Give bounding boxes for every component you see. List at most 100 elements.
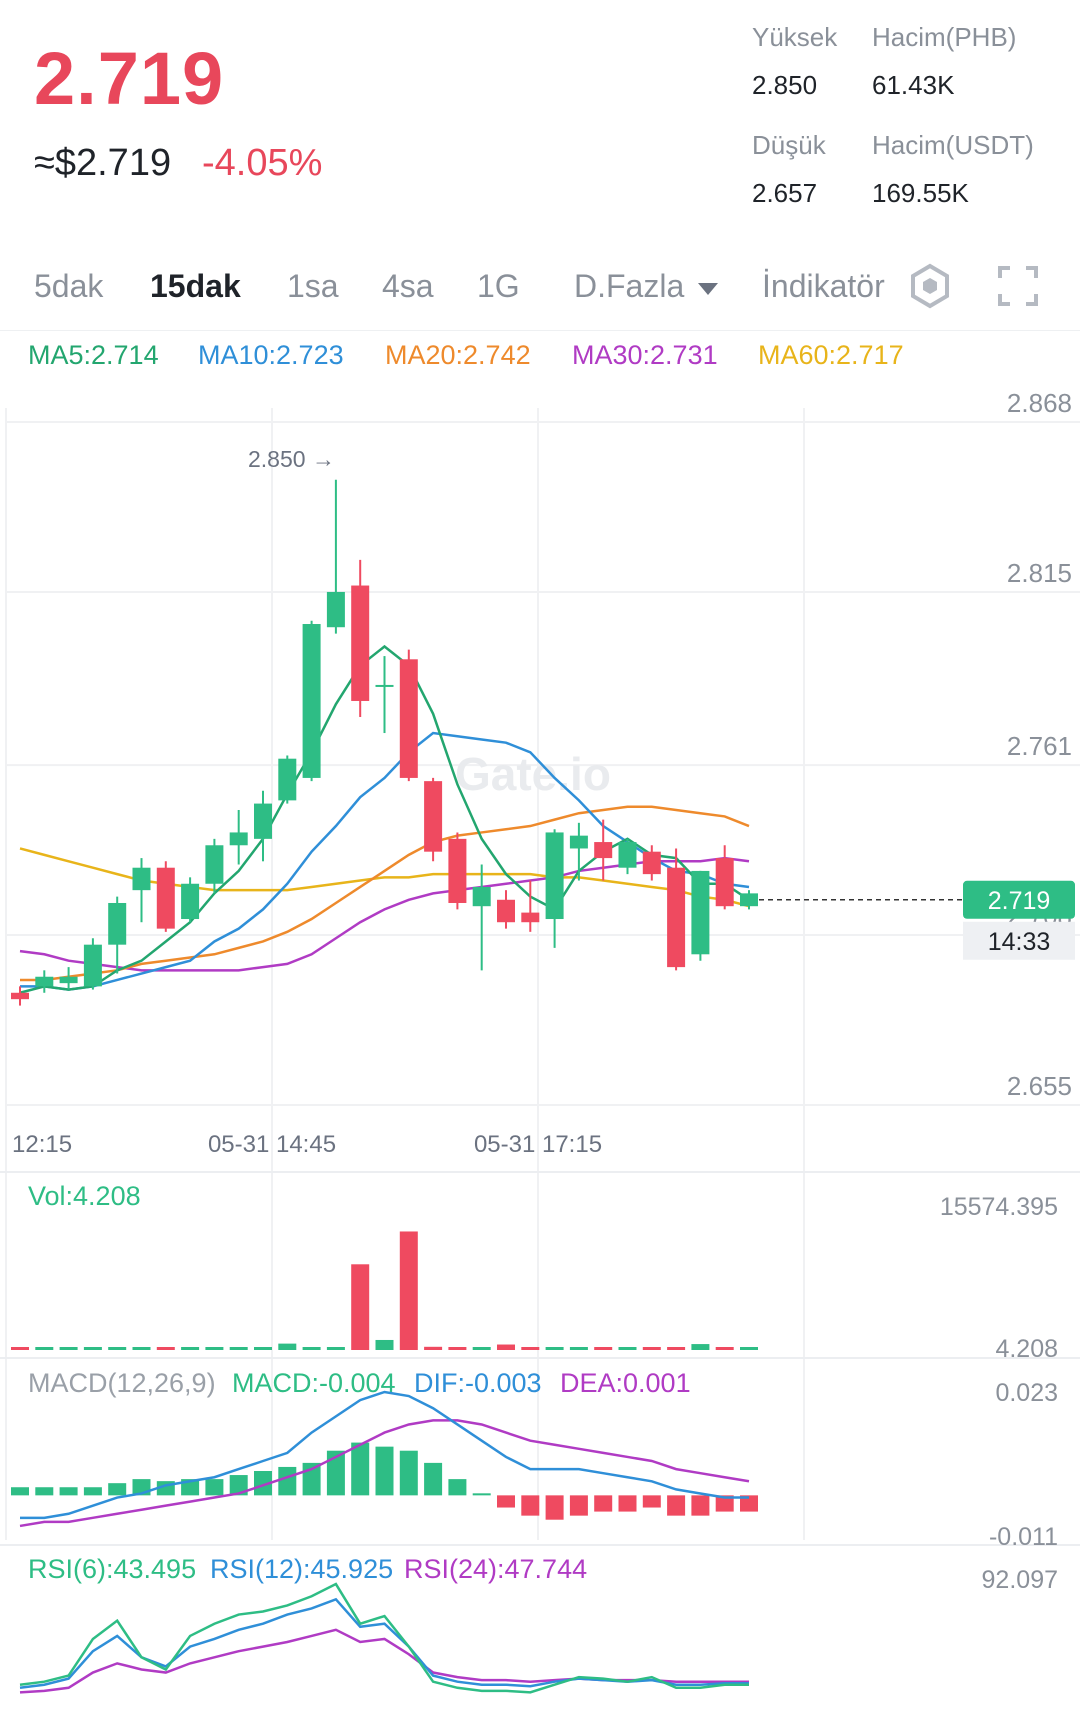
volume-bar	[83, 1347, 102, 1350]
tab-5dak[interactable]: 5dak	[34, 268, 104, 304]
macd-dif-line	[20, 1390, 749, 1520]
macd-hist-bar	[569, 1495, 588, 1516]
volume-bar	[642, 1347, 661, 1350]
candle-body	[108, 902, 127, 945]
macd-pane: MACD(12,26,9) MACD:-0.004 DIF:-0.003 DEA:0.…	[11, 1368, 1058, 1551]
macd-hist-bar	[254, 1471, 272, 1496]
candle-body	[351, 585, 370, 701]
low-label: Düşük	[752, 130, 826, 160]
candle-body	[642, 851, 661, 875]
tab-4sa[interactable]: 4sa	[382, 268, 434, 304]
ma20-label: MA20:2.742	[385, 340, 531, 370]
price-tick-label: 2.868	[1007, 388, 1072, 418]
macd-hist-bar	[715, 1495, 734, 1512]
volume-bar	[667, 1347, 686, 1350]
volume-max-tick: 15574.395	[940, 1193, 1058, 1221]
time-tick-label: 12:15	[12, 1131, 72, 1158]
time-tick-label: 05-31 14:45	[208, 1131, 336, 1158]
macd-label: MACD:-0.004	[232, 1368, 396, 1398]
volume-bar	[351, 1264, 370, 1350]
rsi-label: RSI(24):47.744	[404, 1554, 587, 1584]
macd-hist-bar	[11, 1487, 29, 1496]
candle-body	[399, 659, 418, 778]
macd-hist-bar	[351, 1442, 370, 1496]
macd-hist-bar	[740, 1495, 758, 1512]
macd-hist-bar	[424, 1462, 443, 1496]
volume-bar	[326, 1347, 345, 1350]
candle-body	[326, 591, 345, 628]
time-axis: 12:15 05-31 14:45 05-31 17:15	[12, 1131, 602, 1158]
rsi-line-rsi24	[19, 1628, 749, 1694]
volume-bar	[254, 1347, 272, 1350]
ma60-label: MA60:2.717	[758, 340, 904, 370]
volume-bar	[594, 1347, 613, 1350]
candle-body	[278, 758, 297, 801]
volume-bar	[35, 1347, 54, 1350]
rsi-label: RSI(6):43.495	[28, 1554, 196, 1584]
ma10-label: MA10:2.723	[198, 340, 344, 370]
candle-body	[521, 912, 540, 923]
ma-line-ma20	[20, 805, 750, 982]
hexagon-settings-icon[interactable]	[906, 262, 954, 310]
price-tick-label: 2.655	[1007, 1071, 1072, 1101]
candle-body	[618, 842, 637, 868]
macd-hist-bar	[59, 1487, 78, 1496]
volume-bar	[108, 1347, 127, 1350]
macd-hist-bar	[594, 1495, 613, 1512]
candle-body	[448, 838, 467, 903]
candle-body	[545, 832, 564, 920]
volume-bar	[59, 1347, 78, 1350]
volume-bar	[229, 1347, 248, 1350]
candle-body	[424, 781, 443, 852]
macd-hist-bar	[545, 1495, 564, 1520]
volume-quote-value: 169.55K	[872, 178, 969, 208]
rsi-pane: RSI(6):43.495 RSI(12):45.925 RSI(24):47.74…	[19, 1554, 1058, 1694]
macd-dea-line	[19, 1419, 750, 1528]
volume-base-value: 61.43K	[872, 70, 955, 100]
last-price-tag-label: 2.719	[988, 887, 1051, 915]
candle-body	[229, 832, 248, 846]
candle-body	[132, 867, 151, 891]
ma-line-ma30	[19, 856, 750, 972]
volume-pane: Vol:4.208 15574.395 4.208	[11, 1181, 1058, 1363]
volume-base-label: Hacim(PHB)	[872, 22, 1017, 52]
ma-line-ma10	[20, 731, 750, 991]
price-tick-label: 2.761	[1007, 731, 1072, 761]
volume-bar	[569, 1347, 588, 1350]
volume-quote-label: Hacim(USDT)	[872, 130, 1034, 160]
indicator-button[interactable]: İndikatör	[762, 268, 885, 304]
macd-hist-bar	[399, 1450, 418, 1496]
candle-body	[715, 858, 734, 907]
more-label: D.Fazla	[574, 268, 685, 304]
tab-1sa[interactable]: 1sa	[287, 268, 339, 304]
volume-min-tick: 4.208	[995, 1335, 1058, 1363]
candle-body	[740, 893, 758, 907]
volume-bar	[545, 1347, 564, 1350]
macd-hist-bar	[108, 1483, 127, 1496]
ma5-label: MA5:2.714	[28, 340, 159, 370]
macd-hist-bar	[326, 1450, 345, 1496]
rsi-label: RSI(12):45.925	[210, 1554, 393, 1584]
candle-body	[691, 870, 710, 955]
candle-body	[497, 899, 515, 923]
more-timeframes-button[interactable]: D.Fazla	[574, 268, 719, 305]
macd-hist-bar	[83, 1487, 102, 1496]
last-price: 2.719	[34, 37, 225, 120]
macd-hist-bar	[497, 1495, 515, 1508]
volume-label: Vol:4.208	[28, 1181, 141, 1211]
tab-15dak[interactable]: 15dak	[150, 268, 241, 304]
macd-hist-bar	[642, 1495, 661, 1508]
volume-bar	[715, 1347, 734, 1350]
volume-bar	[740, 1347, 758, 1350]
candle-body	[156, 867, 175, 929]
candle-body	[594, 842, 613, 859]
chevron-down-icon	[698, 282, 719, 295]
volume-bar	[11, 1347, 29, 1350]
candle-body	[35, 976, 54, 987]
tab-1g[interactable]: 1G	[477, 268, 520, 304]
volume-bar	[132, 1347, 151, 1350]
fullscreen-icon[interactable]	[996, 264, 1040, 308]
ma30-label: MA30:2.731	[572, 340, 718, 370]
volume-bar	[618, 1347, 637, 1350]
